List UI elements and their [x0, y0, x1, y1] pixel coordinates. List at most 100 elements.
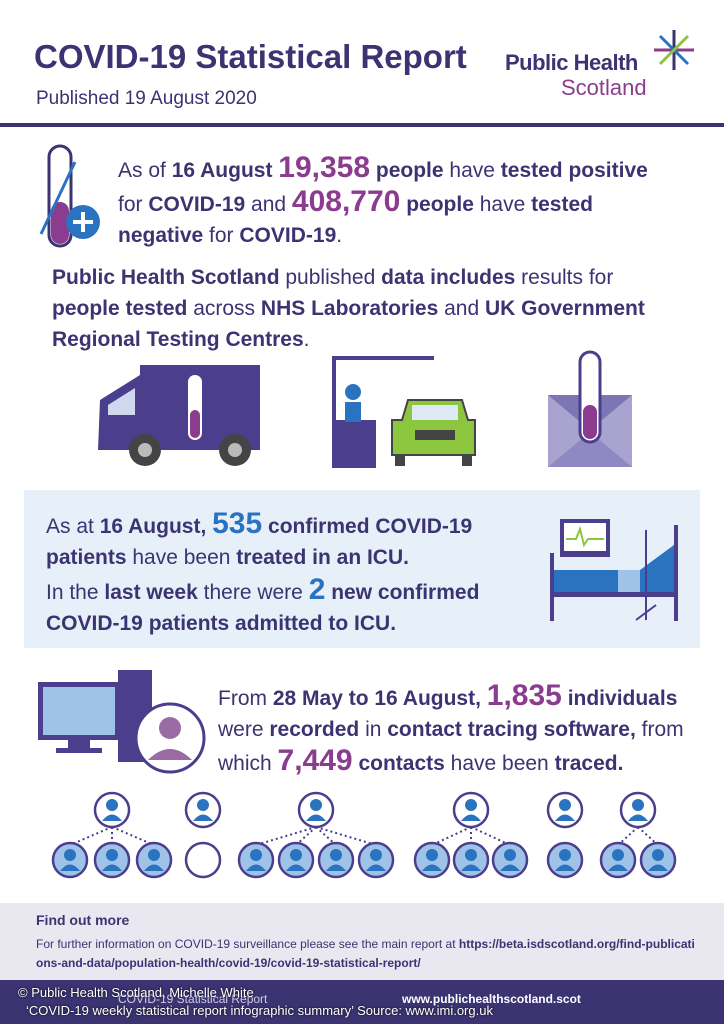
bottom-bar — [0, 980, 724, 1024]
text-run: contacts — [352, 752, 445, 775]
network-shape — [144, 864, 164, 871]
network-shape — [286, 864, 306, 871]
network-shape — [64, 849, 76, 861]
network-shape — [246, 864, 266, 871]
text-run: people — [370, 159, 444, 182]
network-shape — [555, 814, 575, 821]
text-run: last week — [104, 581, 198, 604]
network-shape — [504, 849, 516, 861]
logo-star — [654, 30, 694, 70]
network-shape — [330, 849, 342, 861]
text-run: 7,449 — [277, 744, 353, 777]
network-shape — [326, 864, 346, 871]
header-rule — [0, 123, 724, 127]
text-run: across — [187, 297, 261, 320]
text-run: have been — [126, 546, 237, 569]
network-shape — [69, 826, 113, 846]
text-run: . — [303, 328, 310, 351]
text-run: data includes — [381, 266, 516, 289]
text-run: 408,770 — [291, 185, 401, 218]
network-shape — [106, 799, 118, 811]
text-run: traced. — [554, 752, 624, 775]
network-shape — [628, 814, 648, 821]
network-shape — [197, 799, 209, 811]
text-run: COVID-19 — [148, 193, 246, 216]
network-shape — [648, 864, 668, 871]
text-run: contact tracing software, — [387, 718, 636, 741]
bar-url: www.publichealthscotland.scot — [402, 992, 581, 1006]
text-run: tested positive — [500, 159, 648, 182]
text-run: tested negative — [118, 193, 593, 247]
text-run: 16 August — [171, 159, 273, 182]
network-shape — [111, 826, 155, 846]
network-shape — [608, 864, 628, 871]
text-run: As at — [46, 515, 100, 538]
text-run: 535 — [212, 507, 263, 540]
text-run: UK Government Regional Testing Centres — [52, 297, 645, 351]
bar-title: COVID-19 Statistical Report — [118, 992, 268, 1006]
network-shape — [465, 799, 477, 811]
text-run: for — [118, 193, 149, 216]
network-shape — [426, 849, 438, 861]
tracing-text: From 28 May to 16 August, 1,835 individu… — [218, 680, 698, 779]
text-run: have — [443, 159, 501, 182]
text-run: there were — [197, 581, 309, 604]
hospital-bed-icon — [550, 519, 678, 621]
network-shape — [290, 849, 302, 861]
network-shape — [461, 814, 481, 821]
text-run: results for — [515, 266, 614, 289]
text-run: people tested — [52, 297, 188, 320]
footer-text: For further information on COVID-19 surv… — [36, 935, 696, 973]
footer-panel — [0, 903, 724, 981]
network-shape — [555, 864, 575, 871]
text-run: individuals — [561, 687, 678, 710]
network-shape — [255, 826, 317, 846]
network-shape — [250, 849, 262, 861]
text-run: . — [336, 224, 343, 247]
text-run: From — [218, 687, 273, 710]
testing-sites-icons — [98, 350, 632, 468]
network-shape — [148, 849, 160, 861]
network-shape — [431, 826, 472, 846]
contact-network-icons — [51, 791, 677, 879]
text-run: have been — [444, 752, 555, 775]
network-shape — [306, 814, 326, 821]
network-shape — [193, 814, 213, 821]
text-run: Public Health Scotland — [52, 266, 280, 289]
text-run: confirmed COVID-19 patients — [46, 515, 473, 569]
network-shape — [315, 826, 377, 846]
network-shape — [632, 799, 644, 811]
icu-panel — [24, 490, 700, 648]
icu-text: As at 16 August, 535 confirmed COVID-19 … — [46, 508, 516, 573]
network-shape — [559, 799, 571, 811]
network-shape — [652, 849, 664, 861]
footer-heading: Find out more — [36, 912, 130, 928]
text-run: As of — [118, 159, 172, 182]
text-run: 2 — [308, 573, 326, 606]
network-shape — [370, 849, 382, 861]
test-tube-icon — [39, 144, 100, 248]
text-run: 16 August, — [99, 515, 207, 538]
network-shape — [60, 864, 80, 871]
computer-operator-icon — [38, 670, 206, 774]
network-shape — [500, 864, 520, 871]
logo-line: Public Health — [505, 50, 638, 75]
network-shape — [612, 849, 624, 861]
network-shape — [470, 826, 511, 846]
credit-line: ‘COVID-19 weekly statistical report info… — [26, 1003, 493, 1018]
report-link[interactable]: https://beta.isdscotland.org/find-public… — [36, 937, 695, 970]
text-run: published — [279, 266, 382, 289]
network-shape — [422, 864, 442, 871]
text-run: people — [400, 193, 474, 216]
icu-week-text: In the last week there were 2 new confir… — [46, 574, 516, 639]
text-run: in — [359, 718, 388, 741]
network-shape — [310, 799, 322, 811]
text-run: COVID-19 — [239, 224, 337, 247]
text-run: have — [473, 193, 532, 216]
network-shape — [461, 864, 481, 871]
text-run: for — [203, 224, 240, 247]
testing-text: As of 16 August 19,358 people have teste… — [118, 152, 678, 251]
network-shape — [106, 849, 118, 861]
text-run: were — [218, 718, 270, 741]
